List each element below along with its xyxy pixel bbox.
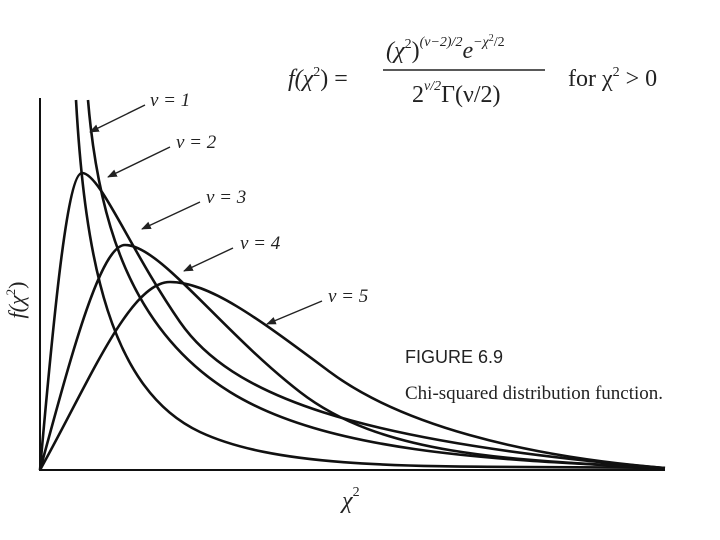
curve-label: ν = 4 xyxy=(240,233,281,254)
text: > 0 xyxy=(620,66,658,92)
text: χ xyxy=(340,488,354,514)
text: 2 xyxy=(412,82,424,108)
formula-condition: for χ2 > 0 xyxy=(568,65,657,92)
text: 2 xyxy=(489,33,494,44)
text: (χ xyxy=(386,38,406,64)
text: Γ(ν/2) xyxy=(441,82,500,108)
text: 2 xyxy=(3,289,18,296)
curve-label: ν = 3 xyxy=(206,187,246,208)
y-axis-label: f(χ2) xyxy=(3,282,29,319)
curve xyxy=(38,280,666,471)
formula-numerator: (χ2)(ν−2)/2e−χ2/2 xyxy=(386,33,505,64)
arrow xyxy=(266,300,323,325)
formula: f(χ2) = (χ2)(ν−2)/2e−χ2/2 2ν/2Γ(ν/2) for… xyxy=(288,33,657,108)
formula-denominator: 2ν/2Γ(ν/2) xyxy=(412,79,501,108)
text: 2 xyxy=(313,65,320,80)
caption: Chi-squared distribution function. xyxy=(405,383,663,404)
curve-label: ν = 2 xyxy=(176,132,217,153)
text: f(χ xyxy=(288,66,315,92)
text: ) xyxy=(4,282,29,289)
text: ) = xyxy=(320,66,348,92)
arrow xyxy=(89,104,146,133)
text: 2 xyxy=(353,485,360,500)
figure-number: FIGURE 6.9 xyxy=(405,347,503,367)
text: ) xyxy=(412,38,420,64)
text: f(χ xyxy=(4,294,29,318)
text: 2 xyxy=(613,65,620,80)
curve-label: ν = 5 xyxy=(328,286,368,307)
text: /2 xyxy=(494,35,505,50)
text: ν/2 xyxy=(424,79,441,94)
text: −χ xyxy=(473,35,489,50)
curve xyxy=(74,99,666,470)
text: (ν−2)/2 xyxy=(420,35,463,50)
text: 2 xyxy=(405,37,412,52)
text: e xyxy=(462,38,473,64)
text: for χ xyxy=(568,66,613,92)
formula-lhs: f(χ2) = xyxy=(288,65,348,92)
curve xyxy=(38,243,666,471)
curve xyxy=(38,171,666,471)
curve-label: ν = 1 xyxy=(150,90,190,111)
curve xyxy=(86,99,666,470)
arrow xyxy=(183,247,234,272)
x-axis-label: χ2 xyxy=(340,485,360,514)
arrow xyxy=(107,146,171,178)
arrow xyxy=(141,201,201,230)
